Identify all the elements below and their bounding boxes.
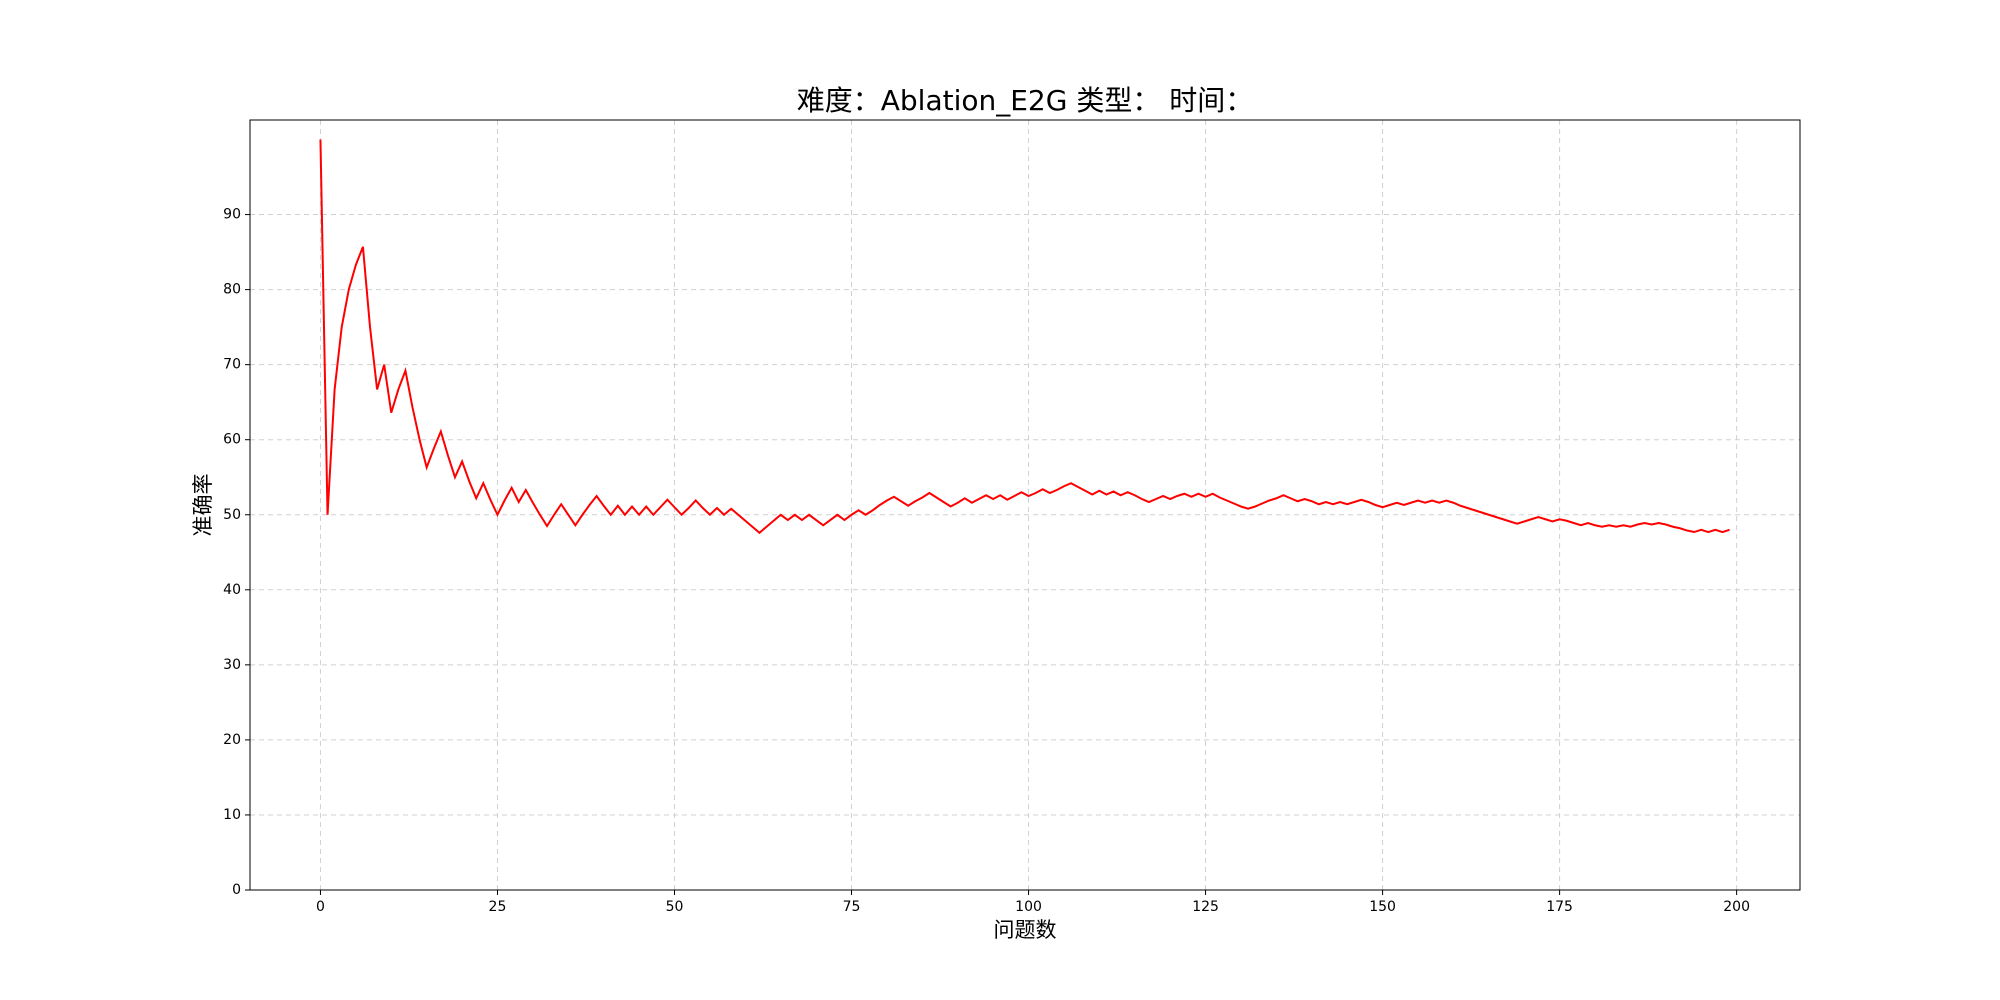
- x-tick-label: 150: [1369, 899, 1396, 915]
- plot-frame: [249, 119, 1801, 891]
- x-axis-label: 问题数: [994, 918, 1057, 942]
- x-tick-label: 200: [1723, 899, 1750, 915]
- y-tick-label: 30: [223, 657, 241, 673]
- x-tick-label: 25: [489, 899, 507, 915]
- x-tick-label: 100: [1015, 899, 1042, 915]
- y-tick-label: 90: [223, 207, 241, 223]
- data-line: [319, 139, 1730, 535]
- chart-title: 难度：Ablation_E2G 类型： 时间：: [797, 84, 1254, 117]
- x-tick-label: 75: [843, 899, 861, 915]
- y-tick-label: 60: [223, 432, 241, 448]
- y-tick-label: 10: [223, 807, 241, 823]
- x-tick-label: 50: [666, 899, 684, 915]
- y-tick-label: 80: [223, 282, 241, 298]
- y-tick-label: 20: [223, 732, 241, 748]
- y-tick-label: 50: [223, 507, 241, 523]
- x-tick-label: 125: [1192, 899, 1219, 915]
- x-tick-label: 175: [1546, 899, 1573, 915]
- y-tick-label: 40: [223, 582, 241, 598]
- y-axis-label: 准确率: [191, 474, 215, 537]
- x-tick-label: 0: [316, 899, 325, 915]
- y-tick-label: 70: [223, 357, 241, 373]
- y-tick-label: 0: [232, 882, 241, 898]
